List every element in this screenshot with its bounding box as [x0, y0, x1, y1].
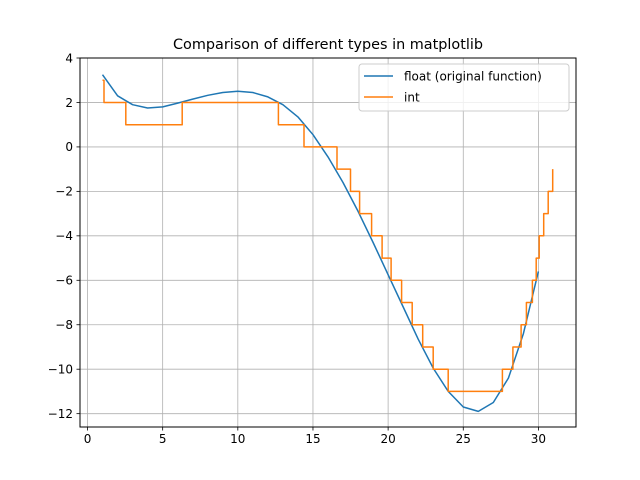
y-tick-label: −10	[48, 363, 73, 377]
legend: float (original function) int	[358, 63, 570, 112]
y-tick-label: −12	[48, 407, 73, 421]
plot-series	[101, 74, 554, 413]
series-line	[102, 79, 554, 393]
x-tick-label: 25	[456, 432, 471, 446]
y-tick-label: 4	[65, 51, 73, 65]
y-tick-label: −2	[55, 185, 73, 199]
y-tick-label: −4	[55, 229, 73, 243]
chart-title: Comparison of different types in matplot…	[173, 37, 483, 53]
axes-frame	[79, 57, 577, 428]
y-tick-label: −8	[55, 318, 73, 332]
x-tick-label: 10	[230, 432, 245, 446]
x-tick-label: 15	[305, 432, 320, 446]
x-tick-label: 20	[380, 432, 395, 446]
x-tick-label: 30	[531, 432, 546, 446]
y-tick-label: 2	[65, 96, 73, 110]
legend-label: int	[404, 90, 420, 104]
legend-label: float (original function)	[404, 69, 542, 83]
x-tick-label: 5	[159, 432, 167, 446]
x-tick-label: 0	[84, 432, 92, 446]
y-tick-label: −6	[55, 274, 73, 288]
legend-box	[358, 63, 570, 112]
y-tick-label: 0	[65, 140, 73, 154]
series-line	[101, 74, 540, 413]
